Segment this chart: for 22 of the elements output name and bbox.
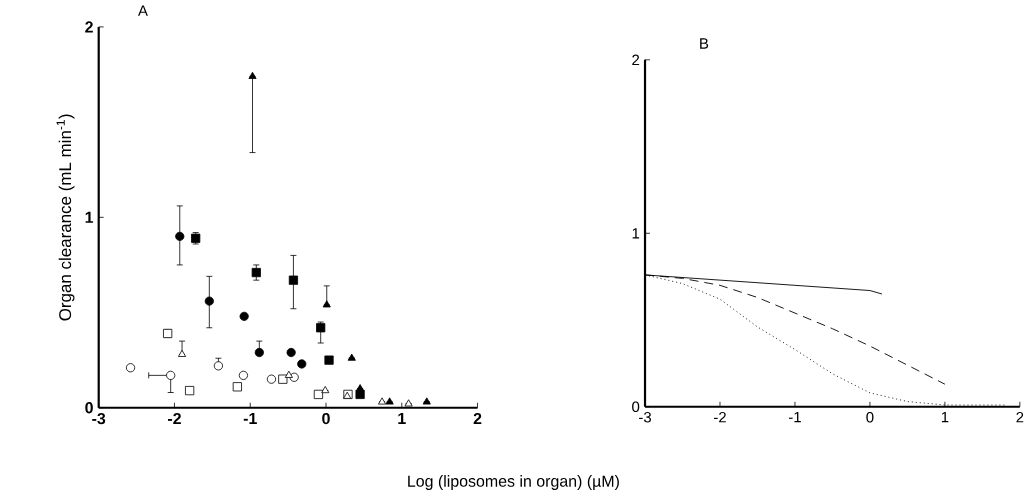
y-tick-label: 1 <box>85 211 94 223</box>
x-tick-label: -3 <box>92 412 106 424</box>
x-tick-label: -2 <box>168 412 181 424</box>
x-tick-label: 1 <box>941 411 949 422</box>
chart-title: B <box>700 38 709 49</box>
x-tick-label: -1 <box>788 411 801 422</box>
x-tick-label: 2 <box>473 412 482 424</box>
x-tick-label: 0 <box>866 411 874 423</box>
y-tick-label: 1 <box>632 227 640 239</box>
y-axis-title: Organ clearance (mL min$^{-1}$) <box>56 114 75 321</box>
x-tick-label: 0 <box>322 412 330 424</box>
y-tick-label: 0 <box>85 401 93 414</box>
chart-title: A <box>138 5 148 16</box>
x-axis-title: Log (liposomes in organ) (µM) <box>408 474 619 490</box>
x-tick-label: 2 <box>1016 411 1024 423</box>
y-tick-label: 2 <box>632 54 640 65</box>
x-tick-label: -1 <box>243 412 257 424</box>
x-tick-label: -3 <box>639 411 652 423</box>
y-tick-label: 2 <box>85 21 93 33</box>
x-tick-label: 1 <box>398 412 406 424</box>
y-tick-label: 0 <box>632 401 640 412</box>
x-tick-label: -2 <box>714 411 726 423</box>
